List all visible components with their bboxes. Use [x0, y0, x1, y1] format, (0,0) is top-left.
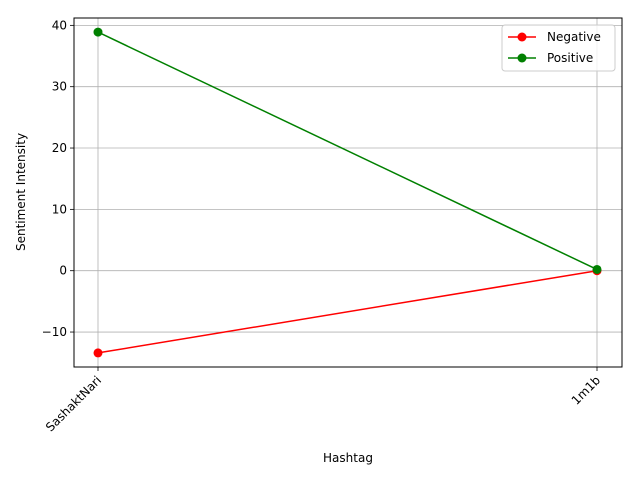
legend: Negative Positive	[501, 24, 616, 72]
x-tick-label: 1m1b	[569, 373, 603, 407]
plot-frame	[73, 17, 623, 368]
legend-swatch-marker	[517, 53, 527, 63]
x-axis-label: Hashtag	[323, 451, 373, 465]
legend-swatch-marker	[517, 32, 527, 42]
y-tick-label: −10	[42, 325, 67, 339]
y-tick-label: 0	[59, 264, 67, 278]
x-tick-label: SashaktNari	[43, 373, 104, 434]
data-point-negative	[93, 348, 103, 358]
series-layer	[93, 27, 602, 358]
data-point-positive	[592, 264, 602, 274]
x-axis: SashaktNari 1m1b	[43, 367, 603, 434]
legend-label: Negative	[547, 30, 601, 44]
legend-label: Positive	[547, 51, 593, 65]
y-axis-label: Sentiment Intensity	[14, 133, 28, 251]
data-point-positive	[93, 27, 103, 37]
series-line-positive	[97, 31, 598, 271]
plot-background	[74, 18, 622, 367]
y-axis: −10 0 10 20 30 40	[42, 18, 74, 339]
y-tick-label: 40	[52, 18, 67, 32]
series-line-negative	[97, 269, 598, 354]
y-tick-label: 20	[52, 141, 67, 155]
y-tick-label: 10	[52, 202, 67, 216]
grid-lines	[74, 18, 622, 367]
y-tick-label: 30	[52, 80, 67, 94]
